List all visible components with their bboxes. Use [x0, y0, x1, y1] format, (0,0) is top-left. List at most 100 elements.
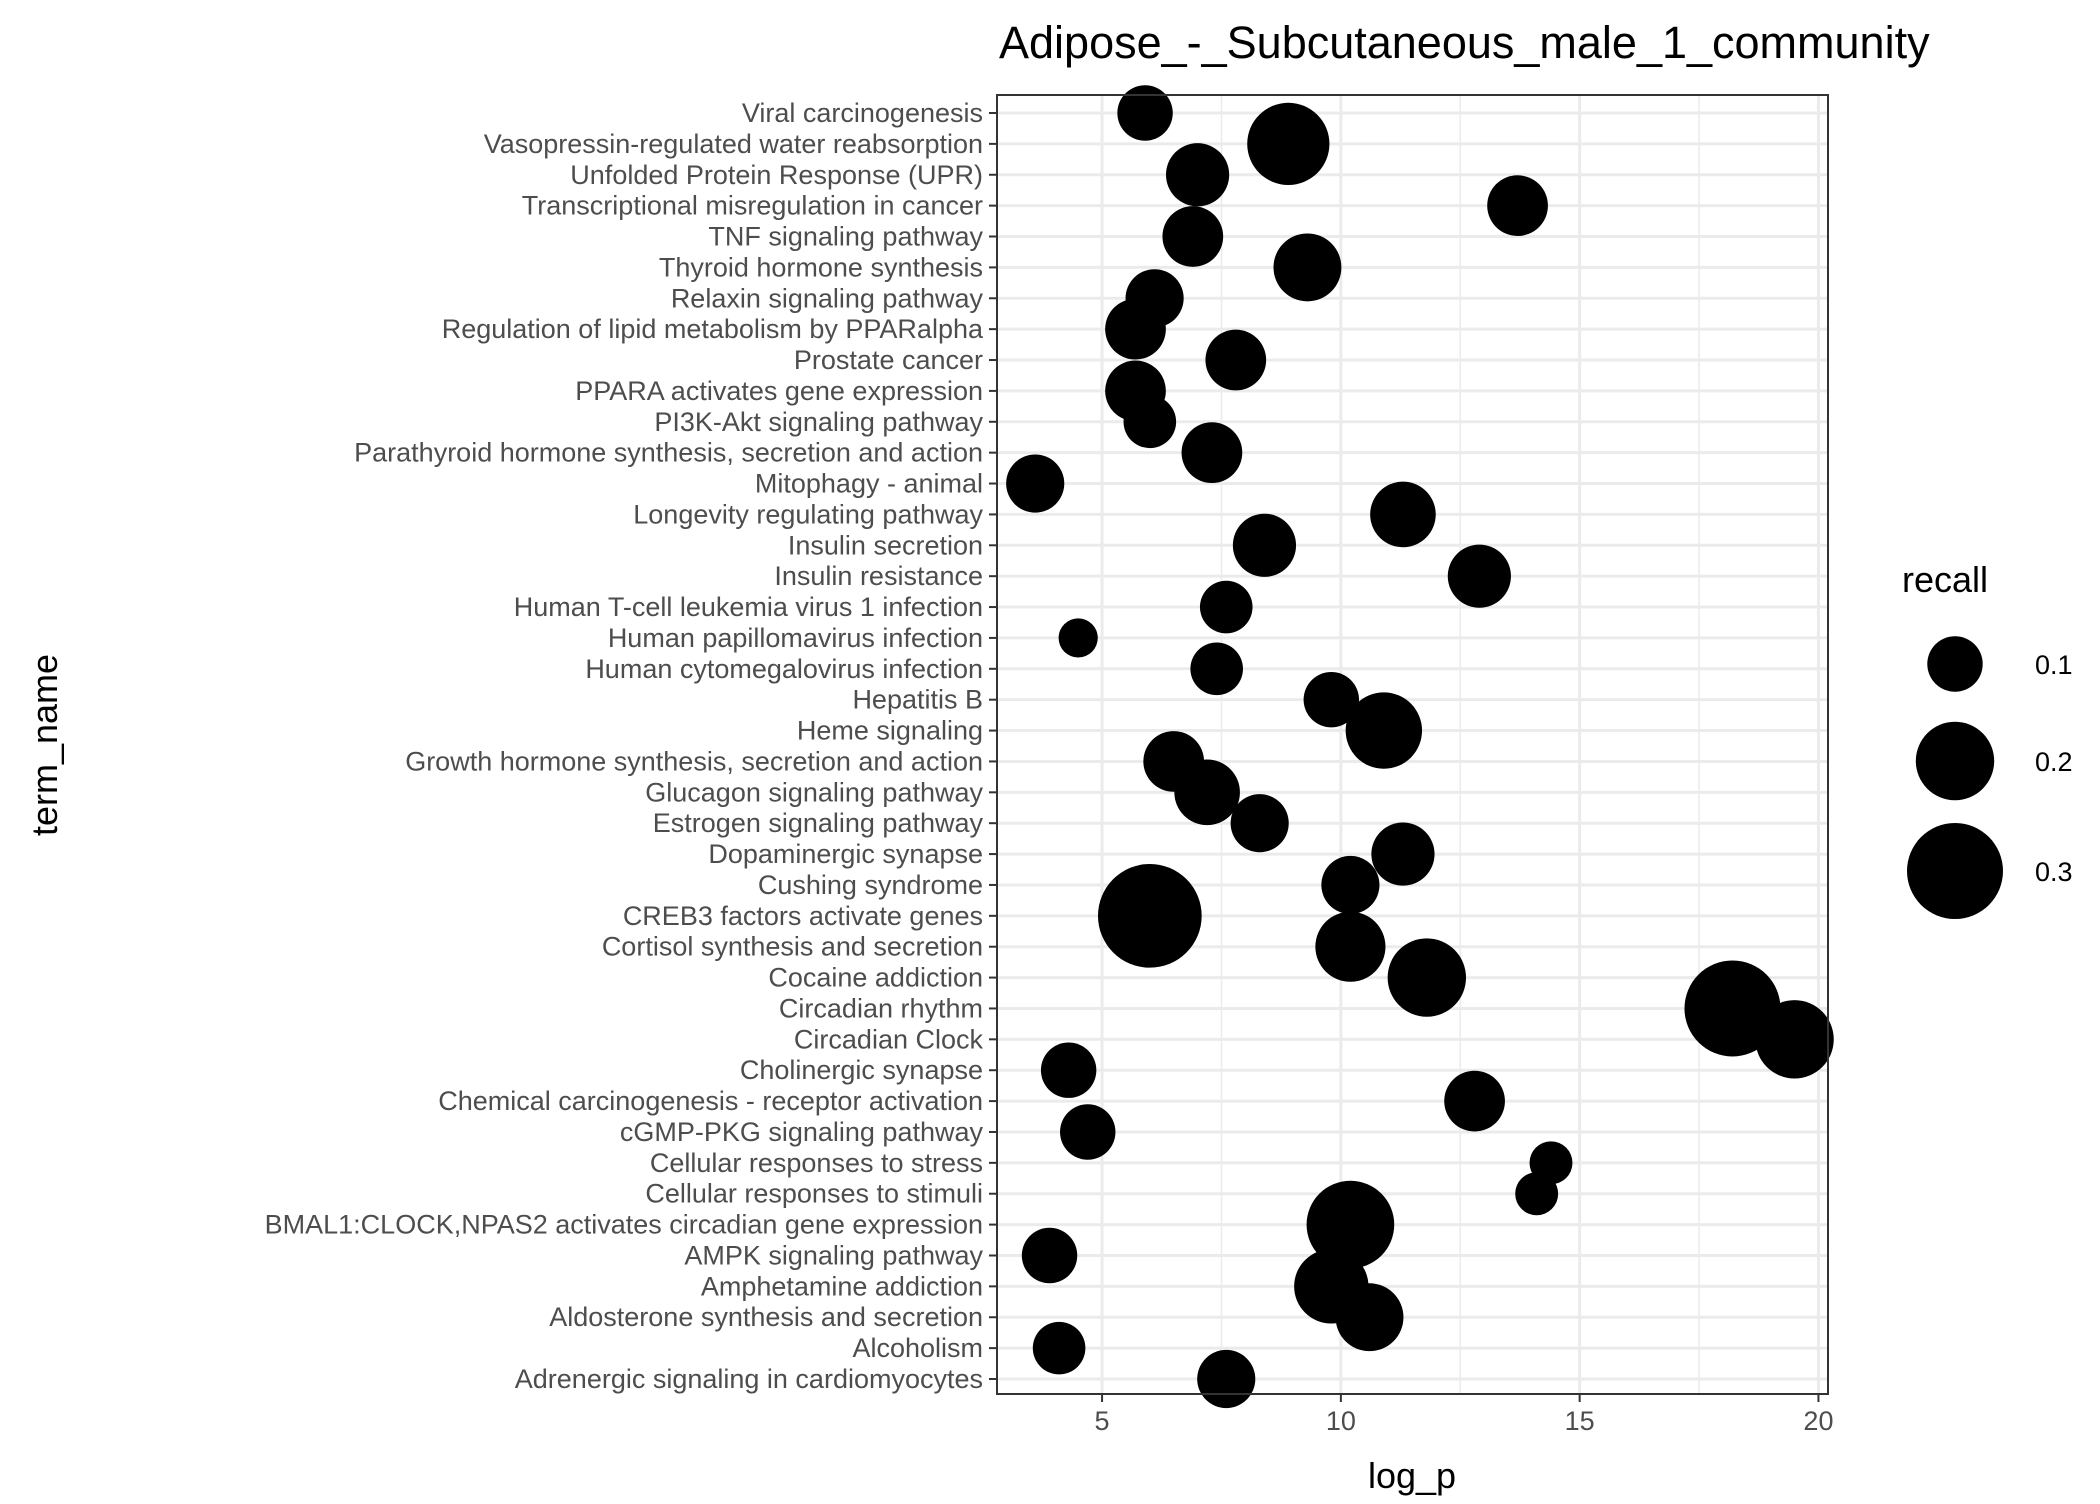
x-axis: 5 10 15 20: [1095, 1394, 1833, 1436]
y-tick-label: Human papillomavirus infection: [608, 623, 983, 653]
y-tick-label: Parathyroid hormone synthesis, secretion…: [354, 438, 983, 468]
y-tick-label: Chemical carcinogenesis - receptor activ…: [438, 1086, 983, 1116]
data-point: [1247, 102, 1330, 185]
data-point: [1060, 1104, 1116, 1160]
y-tick-label: Alcoholism: [852, 1333, 983, 1363]
y-tick-label: Cellular responses to stress: [650, 1148, 983, 1178]
x-tick-label: 15: [1565, 1406, 1595, 1436]
x-tick-label: 10: [1326, 1406, 1356, 1436]
legend-title: recall: [1902, 559, 1988, 600]
legend-key: [1915, 721, 1995, 801]
y-tick-label: Human T-cell leukemia virus 1 infection: [514, 592, 983, 622]
y-tick-label: Longevity regulating pathway: [633, 499, 983, 529]
data-point: [1097, 863, 1202, 968]
legend-key: [1927, 636, 1983, 692]
legend-label: 0.2: [2035, 747, 2073, 777]
data-point: [1387, 938, 1467, 1017]
data-point: [1058, 618, 1098, 658]
y-tick-label: Insulin resistance: [774, 561, 983, 591]
y-axis: Viral carcinogenesisVasopressin-regulate…: [265, 98, 997, 1394]
data-point: [1165, 143, 1230, 207]
data-point: [1487, 175, 1548, 236]
plot-gridlines: [997, 95, 1828, 1394]
y-tick-label: Unfolded Protein Response (UPR): [570, 160, 983, 190]
legend-label: 0.1: [2035, 650, 2073, 680]
y-tick-label: Cholinergic synapse: [740, 1055, 983, 1085]
data-point: [1335, 1283, 1404, 1352]
y-tick-label: Amphetamine addiction: [701, 1271, 983, 1301]
y-tick-label: CREB3 factors activate genes: [623, 901, 983, 931]
data-point: [1303, 671, 1360, 728]
y-tick-label: Mitophagy - animal: [755, 469, 983, 499]
data-point: [1315, 911, 1386, 982]
plot-title: Adipose_-_Subcutaneous_male_1_community: [999, 17, 1930, 68]
data-point: [1199, 580, 1253, 634]
y-tick-label: Cushing syndrome: [758, 870, 983, 900]
y-tick-label: Cellular responses to stimuli: [645, 1179, 983, 1209]
y-tick-label: Dopaminergic synapse: [708, 839, 983, 869]
y-axis-title: term_name: [24, 654, 65, 836]
x-tick-label: 20: [1803, 1406, 1833, 1436]
y-tick-label: Cortisol synthesis and secretion: [602, 932, 983, 962]
x-tick-label: 5: [1095, 1406, 1110, 1436]
data-point: [1306, 1180, 1395, 1269]
data-point: [1032, 1321, 1086, 1375]
y-tick-label: Glucagon signaling pathway: [645, 777, 983, 807]
legend-label: 0.3: [2035, 857, 2073, 887]
y-tick-label: AMPK signaling pathway: [684, 1240, 983, 1270]
data-point: [1040, 1042, 1097, 1098]
data-point: [1230, 794, 1289, 853]
data-point: [1105, 298, 1166, 360]
plot-points: [1006, 85, 1834, 1409]
y-tick-label: PPARA activates gene expression: [575, 376, 983, 406]
legend-key: [1907, 823, 2003, 919]
data-point: [1174, 759, 1240, 826]
y-tick-label: BMAL1:CLOCK,NPAS2 activates circadian ge…: [265, 1210, 983, 1240]
data-point: [1755, 1000, 1834, 1079]
data-point: [1021, 1227, 1078, 1284]
y-tick-label: Prostate cancer: [794, 345, 983, 375]
data-point: [1006, 454, 1065, 513]
data-point: [1181, 422, 1243, 484]
y-tick-label: Vasopressin-regulated water reabsorption: [484, 129, 983, 159]
y-tick-label: Thyroid hormone synthesis: [659, 252, 983, 282]
data-point: [1444, 1070, 1505, 1132]
x-axis-title: log_p: [1368, 1455, 1456, 1496]
data-point: [1117, 85, 1173, 141]
data-point: [1197, 1349, 1256, 1409]
y-tick-label: Human cytomegalovirus infection: [585, 654, 983, 684]
data-point: [1515, 1172, 1559, 1216]
y-tick-label: Insulin secretion: [788, 530, 983, 560]
y-tick-label: Hepatitis B: [852, 685, 983, 715]
y-tick-label: Estrogen signaling pathway: [653, 808, 984, 838]
data-point: [1190, 642, 1243, 696]
data-point: [1205, 329, 1267, 391]
y-tick-label: cGMP-PKG signaling pathway: [620, 1117, 984, 1147]
y-tick-label: TNF signaling pathway: [708, 222, 983, 252]
y-tick-label: Heme signaling: [797, 716, 983, 746]
data-point: [1162, 206, 1224, 267]
y-tick-label: Adrenergic signaling in cardiomyocytes: [515, 1364, 983, 1394]
data-point: [1123, 395, 1177, 449]
panel-border: [996, 94, 1829, 1395]
y-tick-label: Circadian rhythm: [779, 993, 983, 1023]
y-tick-label: Circadian Clock: [794, 1024, 984, 1054]
y-tick-label: Growth hormone synthesis, secretion and …: [405, 746, 983, 776]
y-tick-label: Relaxin signaling pathway: [671, 283, 984, 313]
data-point: [1371, 822, 1435, 886]
data-point: [1370, 481, 1436, 548]
data-point: [1273, 233, 1342, 302]
y-tick-label: Transcriptional misregulation in cancer: [522, 191, 983, 221]
data-point: [1321, 855, 1380, 915]
y-tick-label: Aldosterone synthesis and secretion: [549, 1302, 983, 1332]
y-tick-label: PI3K-Akt signaling pathway: [654, 407, 983, 437]
y-tick-label: Regulation of lipid metabolism by PPARal…: [442, 314, 984, 344]
data-point: [1232, 513, 1297, 577]
legend: recall 0.1 0.2 0.3: [1902, 559, 2073, 919]
data-point: [1345, 692, 1423, 769]
data-point: [1447, 544, 1511, 608]
y-tick-label: Cocaine addiction: [768, 963, 983, 993]
y-tick-label: Viral carcinogenesis: [742, 98, 983, 128]
